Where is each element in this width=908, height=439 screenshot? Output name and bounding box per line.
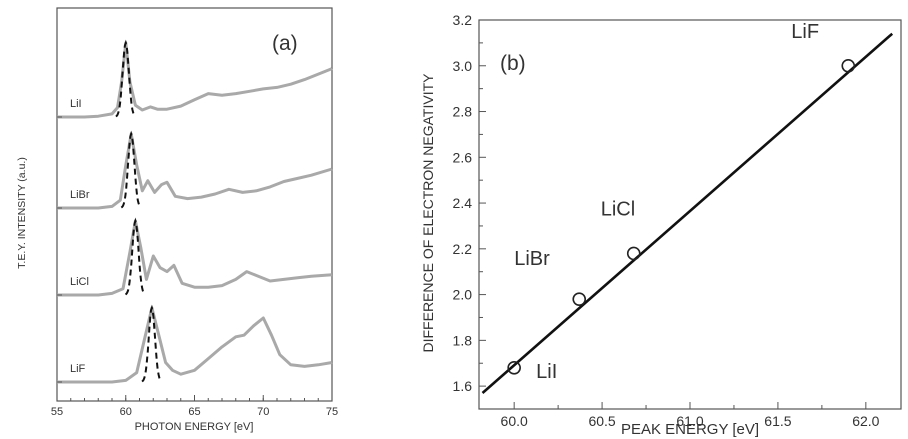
panel-b-y-axis-label: DIFFERENCE OF ELECTRON NEGATIVITY xyxy=(420,73,436,353)
data-point-LiF xyxy=(841,58,856,73)
panel-a-frame xyxy=(56,7,333,402)
panel-a-curves xyxy=(57,39,333,384)
panel-b: 60.0 60.5 61.0 61.5 62.0 1.6 1.8 2.0 2.2 2.4 2.6 2.… xyxy=(420,12,902,438)
series-label-LiF: LiF xyxy=(70,363,86,375)
series-label-LiCl: LiCl xyxy=(70,276,89,288)
point-label-LiI: LiI xyxy=(536,361,557,383)
peak-fit-LiF xyxy=(141,304,163,383)
y-tick-label: 3.2 xyxy=(453,12,473,28)
spectrum-LiCl xyxy=(57,219,333,297)
x-tick-label: 65 xyxy=(188,406,200,418)
x-tick-label: 55 xyxy=(51,406,63,418)
x-tick-label: 60.0 xyxy=(501,413,528,429)
peak-fit-LiBr xyxy=(120,130,142,209)
spectrum-LiI xyxy=(57,41,333,119)
panel-b-x-axis-label: PEAK ENERGY [eV] xyxy=(621,421,759,438)
panel-a-x-ticks: 55 60 65 70 75 xyxy=(51,395,338,418)
panel-b-frame xyxy=(478,19,902,410)
x-tick-label: 70 xyxy=(257,406,269,418)
panel-a-x-axis-label: PHOTON ENERGY [eV] xyxy=(135,421,254,433)
peak-fit-LiCl xyxy=(124,217,146,296)
y-tick-label: 2.8 xyxy=(453,104,473,120)
data-point-LiCl xyxy=(626,246,641,261)
y-tick-label: 2.6 xyxy=(453,149,473,165)
panel-a: 55 60 65 70 75 LiI LiBr LiCl LiF (a) PHOTON ENE… xyxy=(16,7,338,433)
spectrum-LiBr xyxy=(57,132,333,210)
panel-b-label: (b) xyxy=(500,52,526,75)
y-tick-label: 2.2 xyxy=(453,241,473,257)
x-tick-label: 61.0 xyxy=(676,413,703,429)
series-label-LiBr: LiBr xyxy=(70,189,90,201)
y-tick-label: 3.0 xyxy=(453,58,473,74)
spectrum-LiF xyxy=(57,306,333,384)
peak-fit-LiI xyxy=(115,39,137,118)
data-point-LiBr xyxy=(572,292,587,306)
panel-b-points: LiI LiBr LiCl LiF xyxy=(507,21,856,383)
y-tick-label: 1.8 xyxy=(453,332,473,348)
y-tick-label: 2.0 xyxy=(453,287,473,303)
point-label-LiF: LiF xyxy=(791,21,819,43)
panel-b-ticks: 60.0 60.5 61.0 61.5 62.0 1.6 1.8 2.0 2.2 2.4 2.6 2.… xyxy=(453,12,880,429)
panel-a-y-axis-label: T.E.Y. INTENSITY (a.u.) xyxy=(16,157,28,269)
y-tick-label: 2.4 xyxy=(453,195,473,211)
panel-a-series-labels: LiI LiBr LiCl LiF xyxy=(70,98,90,375)
point-label-LiCl: LiCl xyxy=(601,198,635,220)
x-tick-label: 75 xyxy=(326,406,338,418)
panel-a-label: (a) xyxy=(272,32,298,55)
fit-line xyxy=(481,32,894,394)
panel-a-y-ticks xyxy=(57,116,62,383)
series-label-LiI: LiI xyxy=(70,98,82,110)
panel-b-fit xyxy=(481,32,894,394)
x-tick-label: 61.5 xyxy=(764,413,791,429)
x-tick-label: 60 xyxy=(120,406,132,418)
x-tick-label: 62.0 xyxy=(852,413,879,429)
x-tick-label: 60.5 xyxy=(588,413,615,429)
y-tick-label: 1.6 xyxy=(453,378,473,394)
point-label-LiBr: LiBr xyxy=(514,248,550,270)
data-point-LiI xyxy=(507,361,521,375)
